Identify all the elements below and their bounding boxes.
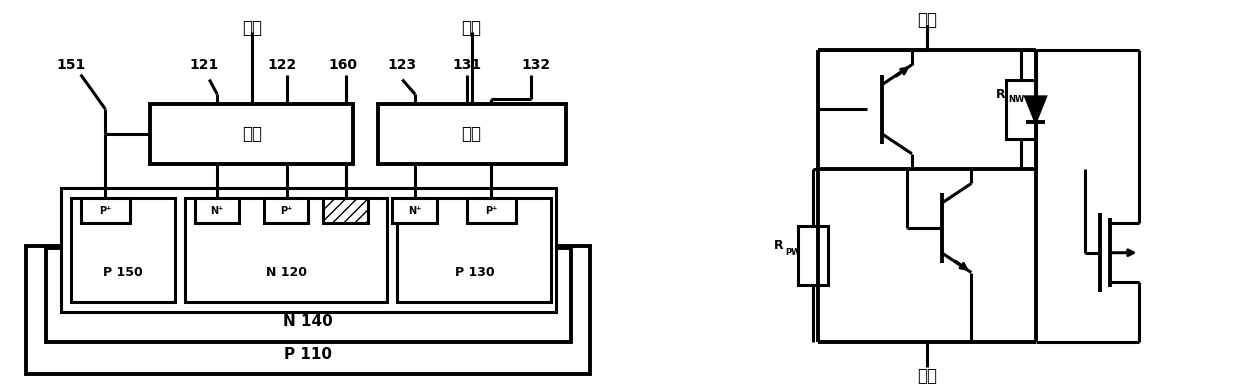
Text: 阳极: 阳极 (242, 125, 262, 143)
Text: N 140: N 140 (284, 314, 334, 329)
Text: 阴极: 阴极 (916, 368, 936, 385)
Polygon shape (1025, 97, 1045, 122)
Text: NW: NW (1008, 95, 1024, 104)
Text: P 150: P 150 (103, 266, 143, 279)
Text: P⁺: P⁺ (485, 206, 497, 216)
Text: 131: 131 (453, 58, 481, 72)
Text: 阴极: 阴极 (461, 19, 481, 37)
Text: 阳极: 阳极 (916, 11, 936, 29)
Text: 160: 160 (329, 58, 357, 72)
Bar (1006, 80, 1035, 139)
Text: 122: 122 (267, 58, 296, 72)
Bar (392, 198, 436, 223)
Bar (26, 246, 590, 375)
Bar (71, 198, 175, 302)
Bar (195, 198, 239, 223)
Bar (466, 198, 516, 223)
Text: N⁺: N⁺ (211, 206, 224, 216)
Text: 151: 151 (56, 58, 86, 72)
Text: N 120: N 120 (267, 266, 308, 279)
Text: N⁺: N⁺ (408, 206, 422, 216)
Bar (81, 198, 130, 223)
Bar (46, 248, 570, 342)
Bar (185, 198, 387, 302)
Text: P⁺: P⁺ (99, 206, 112, 216)
Bar (61, 188, 556, 312)
Text: 阳极: 阳极 (242, 19, 262, 37)
Text: P 130: P 130 (455, 266, 495, 279)
Bar (324, 198, 368, 223)
Text: 123: 123 (388, 58, 417, 72)
Text: P⁺: P⁺ (280, 206, 293, 216)
Text: PW: PW (785, 248, 801, 257)
Text: R: R (996, 88, 1006, 101)
Text: 阴极: 阴极 (461, 125, 481, 143)
Text: R: R (774, 239, 784, 252)
Bar (397, 198, 551, 302)
Text: 121: 121 (190, 58, 219, 72)
Text: 132: 132 (521, 58, 551, 72)
Bar (377, 104, 565, 164)
Bar (264, 198, 309, 223)
Text: P 110: P 110 (284, 347, 332, 362)
Bar (799, 226, 828, 285)
Bar (150, 104, 353, 164)
